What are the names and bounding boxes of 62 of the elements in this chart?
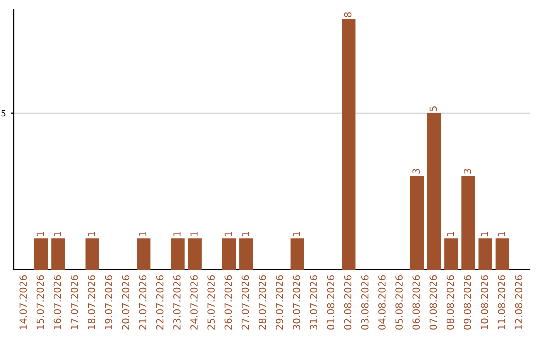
x-tick-label: 08.08.2026: [446, 275, 454, 330]
data-label: 1: [498, 232, 506, 236]
x-tick-label: 30.07.2026: [293, 275, 300, 330]
bar: [86, 238, 100, 270]
x-tick-label: 15.07.2026: [36, 275, 44, 330]
x-tick-label: 04.08.2026: [378, 275, 386, 330]
data-label: 1: [481, 232, 488, 236]
x-tick-label: 27.07.2026: [242, 275, 250, 330]
x-tick-label: 25.07.2026: [208, 275, 216, 330]
x-tick-label: 16.07.2026: [54, 275, 62, 330]
data-label: 5: [430, 106, 438, 112]
x-tick-label: 01.08.2026: [327, 275, 335, 330]
x-tick-label: 22.07.2026: [156, 275, 164, 330]
data-label: 1: [174, 232, 181, 236]
x-tick-label: 23.07.2026: [173, 275, 181, 330]
x-tick-label: 06.08.2026: [412, 275, 420, 330]
x-tick-label: 24.07.2026: [190, 275, 198, 330]
bar: [478, 238, 492, 270]
data-label: 1: [190, 232, 198, 236]
x-tick-label: 28.07.2026: [258, 275, 266, 330]
x-tick-label: 07.08.2026: [430, 275, 438, 330]
x-tick-label: 14.07.2026: [20, 275, 28, 330]
x-tick-label: 11.08.2026: [498, 275, 506, 330]
x-tick-label: 26.07.2026: [224, 275, 232, 330]
x-tick-label: 18.07.2026: [88, 275, 96, 330]
bar: [290, 238, 304, 270]
data-label: 1: [54, 232, 62, 236]
data-label: 3: [412, 169, 420, 174]
bar: [427, 113, 442, 270]
bar: [496, 238, 510, 270]
data-label: 1: [242, 232, 250, 236]
bar: [342, 19, 356, 270]
data-label: 1: [88, 232, 96, 236]
data-label: 1: [36, 232, 44, 236]
data-label: 1: [139, 232, 147, 236]
x-tick-label: 12.08.2026: [515, 275, 523, 330]
bar: [462, 176, 476, 270]
x-tick-label: 10.08.2026: [481, 275, 488, 330]
bar: [188, 238, 202, 270]
bar: [137, 238, 151, 270]
bar: [240, 238, 254, 270]
bar: [171, 238, 185, 270]
x-tick-label: 29.07.2026: [276, 275, 284, 330]
x-tick-label: 17.07.2026: [70, 275, 78, 330]
x-tick-label: 02.08.2026: [344, 275, 352, 330]
bar: [444, 238, 458, 270]
bar: [222, 238, 236, 270]
bar: [52, 238, 66, 270]
bar: [410, 176, 424, 270]
data-label: 3: [464, 169, 472, 174]
x-tick-label: 05.08.2026: [396, 275, 403, 330]
bar: [34, 238, 48, 270]
x-tick-label: 21.07.2026: [139, 275, 147, 330]
data-label: 8: [344, 12, 352, 18]
x-tick-label: 03.08.2026: [361, 275, 369, 330]
x-tick-label: 31.07.2026: [310, 275, 318, 330]
x-tick-label: 09.08.2026: [464, 275, 472, 330]
data-label: 1: [224, 232, 232, 236]
data-label: 1: [293, 232, 300, 236]
x-tick-label: 19.07.2026: [105, 275, 113, 330]
data-label: 1: [447, 232, 454, 236]
x-tick-label: 20.07.2026: [122, 275, 130, 330]
